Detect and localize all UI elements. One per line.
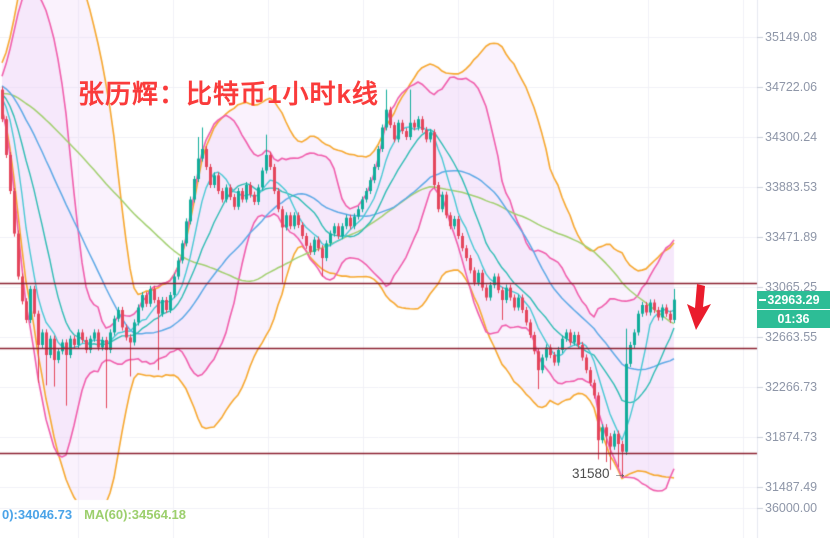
down-arrow-icon — [687, 284, 711, 330]
y-axis-label: 33471.89 — [765, 229, 818, 244]
ma30-legend-value: 0):34046.73 — [2, 507, 73, 522]
chart-title: 张历辉：比特币1小时k线 — [78, 79, 379, 109]
y-axis-label: 34300.24 — [765, 129, 818, 144]
y-axis-label: 33065.25 — [765, 279, 818, 294]
y-axis-label: 33883.53 — [765, 180, 818, 194]
y-axis-label: 34722.06 — [765, 80, 818, 94]
candle-countdown-badge: 01:36 — [757, 309, 830, 328]
y-axis-label: 31487.49 — [765, 480, 818, 494]
low-price-annotation: 31580 → — [572, 465, 627, 481]
y-axis-label: 32266.73 — [765, 379, 818, 394]
last-price-badge: 32963.29 — [757, 290, 830, 309]
y-axis-label: 32663.55 — [765, 329, 818, 344]
y-axis-label: 35149.08 — [765, 30, 818, 44]
ma-legend: 0):34046.73 MA(60):34564.18 — [2, 507, 198, 522]
price-axis[interactable]: 32963.29 01:36 36000.00 35149.08 34722.06… — [757, 0, 830, 538]
y-axis-label: 31874.73 — [765, 429, 818, 444]
sub-axis-label: 36000.00 — [765, 501, 818, 515]
ma60-legend-value: MA(60):34564.18 — [84, 507, 187, 522]
